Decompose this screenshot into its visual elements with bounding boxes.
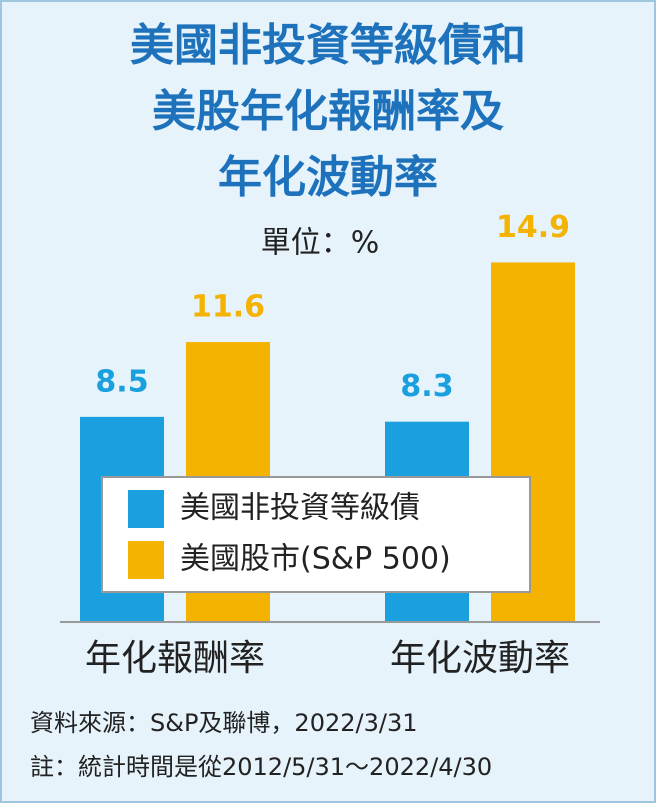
legend-swatch [128, 490, 164, 528]
unit-label: 單位：% [261, 226, 380, 261]
value-label: 14.9 [496, 210, 570, 245]
source: 資料來源：S&P及聯博，2022/3/31 [30, 709, 417, 737]
note: 註：統計時間是從2012/5/31～2022/4/30 [30, 753, 492, 781]
x-tick-label: 年化報酬率 [85, 638, 265, 679]
value-label: 8.5 [95, 364, 148, 399]
legend-label: 美國非投資等級債 [180, 491, 420, 526]
legend-box [101, 476, 531, 593]
chart-title: 美股年化報酬率及 [152, 86, 504, 137]
legend-label: 美國股市(S&P 500) [180, 542, 451, 577]
plot: 8.5 11.6 年化報酬率 8.3 14.9 年化波動率 美國非投資等級債美國股市(S&P… [60, 210, 600, 679]
chart-title: 年化波動率 [218, 152, 438, 203]
value-label: 8.3 [400, 369, 453, 404]
legend-swatch [128, 541, 164, 579]
x-tick-label: 年化波動率 [390, 638, 570, 679]
chart-title: 美國非投資等級債和 [130, 20, 526, 71]
value-label: 11.6 [191, 290, 265, 325]
